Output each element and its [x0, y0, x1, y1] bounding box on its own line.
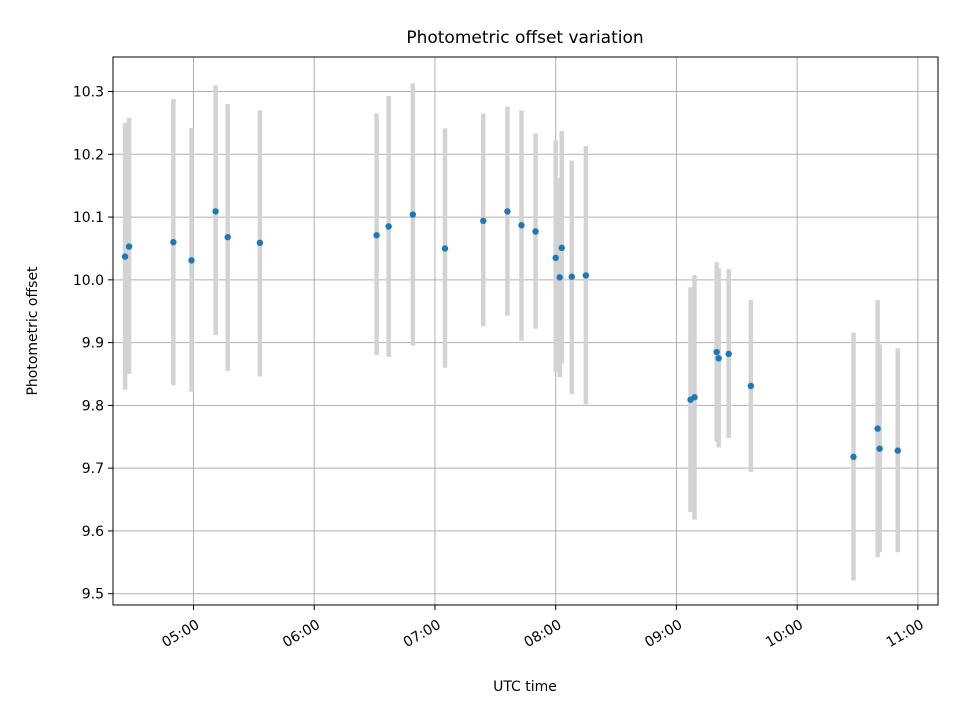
y-tick-label: 9.6: [82, 524, 104, 540]
data-point: [850, 453, 857, 461]
x-tick-label: 08:00: [522, 617, 565, 651]
data-point: [715, 355, 722, 362]
data-point: [532, 228, 539, 235]
grid-lines: [113, 57, 938, 605]
y-tick-label: 9.9: [82, 336, 104, 352]
y-tick-label: 10.0: [73, 273, 104, 289]
x-tick-label: 06:00: [280, 617, 323, 651]
y-tick-label: 9.5: [82, 587, 104, 603]
y-tick-label: 9.8: [82, 398, 104, 414]
y-tick-label: 10.1: [73, 210, 104, 226]
plot-frame: [112, 56, 939, 606]
data-point: [480, 217, 487, 225]
y-tick-label: 10.2: [73, 147, 104, 163]
data-point: [409, 211, 417, 218]
data-point: [212, 208, 219, 215]
data-point: [691, 394, 698, 401]
data-point: [556, 274, 563, 281]
axis-ticks: 9.5 9.6 9.7 9.8 9.9 10.0 10.1 10.2 10.3 05:00 06:0…: [73, 85, 927, 651]
data-point: [876, 445, 883, 452]
data-point: [558, 244, 565, 252]
data-point: [441, 245, 449, 252]
data-point: [121, 253, 129, 260]
data-point: [874, 425, 881, 432]
x-tick-label: 10:00: [763, 617, 806, 651]
data-point: [125, 243, 133, 250]
data-point: [552, 254, 559, 262]
data-point: [188, 257, 195, 264]
data-point: [568, 273, 575, 280]
x-tick-label: 05:00: [159, 617, 202, 651]
data-point: [518, 222, 525, 229]
data-points: [121, 208, 901, 461]
chart-title: Photometric offset variation: [406, 28, 643, 48]
data-point: [582, 272, 590, 279]
data-point: [725, 350, 732, 358]
x-tick-label: 07:00: [401, 617, 444, 651]
data-point: [504, 208, 511, 215]
data-point: [373, 232, 380, 239]
data-point: [713, 348, 720, 356]
x-axis-label: UTC time: [493, 679, 557, 695]
data-point: [224, 233, 231, 241]
y-tick-label: 9.7: [82, 461, 104, 477]
data-point: [385, 223, 392, 230]
data-point: [747, 382, 755, 390]
data-point: [894, 447, 901, 454]
data-point: [256, 239, 264, 247]
data-point: [170, 238, 177, 246]
y-axis-label: Photometric offset: [25, 266, 41, 396]
error-bars: [122, 83, 901, 581]
x-tick-label: 11:00: [884, 617, 927, 651]
y-tick-label: 10.3: [73, 85, 104, 101]
x-tick-label: 09:00: [642, 617, 685, 651]
